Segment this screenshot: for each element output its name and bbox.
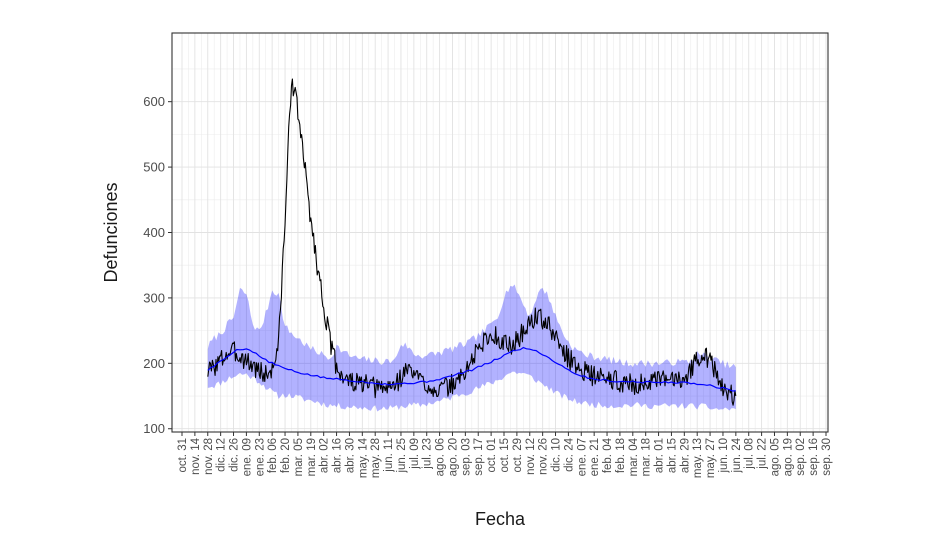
x-tick-label: sep. 03 — [460, 438, 472, 476]
x-tick-label: mar. 18 — [641, 438, 653, 476]
x-tick-label: dic. 26 — [229, 438, 241, 472]
x-tick-label: feb. 06 — [267, 438, 279, 473]
x-tick-label: oct. 31 — [177, 438, 189, 473]
x-tick-label: ene. 09 — [241, 438, 253, 476]
x-tick-label: sep. 17 — [473, 438, 485, 476]
y-axis-title: Defunciones — [101, 182, 121, 282]
x-tick-label: jul. 22 — [757, 438, 769, 470]
x-tick-label: sep. 02 — [795, 438, 807, 476]
x-tick-label: ene. 07 — [576, 438, 588, 476]
x-tick-label: jul. 08 — [744, 438, 756, 470]
x-tick-label: feb. 18 — [615, 438, 627, 473]
x-tick-label: jun. 24 — [731, 437, 743, 473]
x-tick-label: feb. 20 — [280, 438, 292, 473]
x-tick-label: oct. 29 — [512, 438, 524, 473]
expected-deaths-line — [207, 346, 736, 392]
x-tick-label: abr. 16 — [332, 438, 344, 473]
x-tick-label: abr. 15 — [666, 438, 678, 473]
x-tick-label: jun. 10 — [718, 438, 730, 474]
x-tick-label: oct. 15 — [499, 438, 511, 473]
x-tick-label: mar. 04 — [628, 437, 640, 476]
x-tick-label: ago. 20 — [447, 438, 459, 476]
y-tick-label: 300 — [143, 290, 165, 305]
x-tick-label: sep. 16 — [808, 438, 820, 476]
x-tick-label: may. 13 — [692, 438, 704, 478]
y-tick-label: 400 — [143, 225, 165, 240]
x-tick-label: nov. 14 — [190, 437, 202, 474]
x-tick-label: dic. 10 — [551, 438, 563, 472]
x-tick-label: jun. 11 — [383, 438, 395, 473]
x-tick-label: mar. 05 — [293, 438, 305, 476]
y-tick-label: 500 — [143, 160, 165, 175]
x-tick-label: may. 14 — [357, 437, 369, 478]
y-tick-label: 100 — [143, 421, 165, 436]
x-tick-label: abr. 29 — [679, 438, 691, 473]
x-tick-label: abr. 01 — [654, 438, 666, 473]
x-tick-label: ago. 06 — [435, 438, 447, 476]
y-axis-ticks: 100 200 300 400 500 600 — [143, 94, 172, 436]
x-tick-label: oct. 01 — [486, 438, 498, 473]
x-tick-label: jun. 25 — [396, 438, 408, 474]
x-tick-label: may. 28 — [370, 438, 382, 478]
x-tick-label: jul. 09 — [409, 438, 421, 470]
x-axis-title: Fecha — [475, 509, 526, 529]
x-tick-label: dic. 12 — [216, 438, 228, 472]
x-tick-label: may. 27 — [705, 438, 717, 478]
x-axis-ticks: oct. 31 nov. 14 nov. 28 dic. 12 dic. 26 ene. … — [177, 432, 833, 478]
x-tick-label: jul. 23 — [422, 438, 434, 470]
x-tick-label: ago. 05 — [769, 438, 781, 476]
x-tick-label: feb. 04 — [602, 437, 614, 473]
x-tick-label: ene. 23 — [254, 438, 266, 476]
x-tick-label: nov. 28 — [203, 438, 215, 475]
x-tick-label: abr. 30 — [344, 438, 356, 473]
x-tick-label: abr. 02 — [319, 438, 331, 473]
x-tick-label: nov. 12 — [525, 438, 537, 475]
major-gridlines — [172, 33, 828, 432]
x-tick-label: nov. 26 — [538, 438, 550, 475]
y-tick-label: 200 — [143, 356, 165, 371]
x-tick-label: sep. 30 — [821, 438, 833, 476]
y-tick-label: 600 — [143, 94, 165, 109]
x-tick-label: dic. 24 — [563, 437, 575, 471]
x-tick-label: mar. 19 — [306, 438, 318, 476]
x-tick-label: ago. 19 — [782, 438, 794, 476]
observed-deaths-line — [207, 78, 737, 406]
x-tick-label: ene. 21 — [589, 438, 601, 476]
